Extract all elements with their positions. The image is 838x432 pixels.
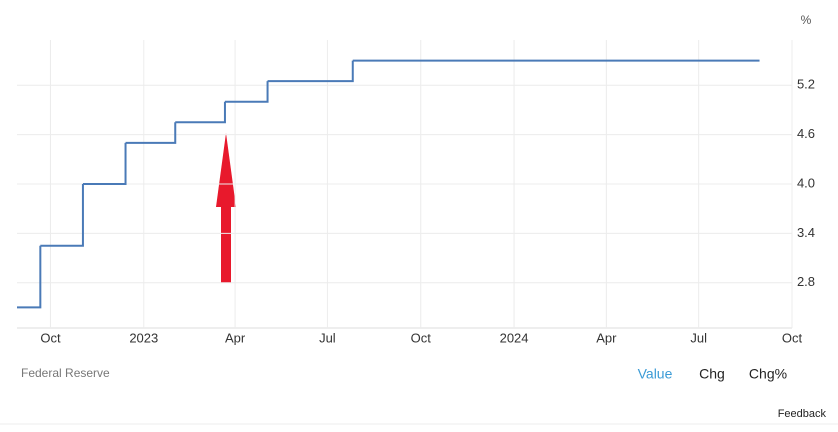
x-tick-label: 2023 <box>129 330 158 345</box>
source: Federal Reserve <box>21 366 110 380</box>
control-chgpct[interactable]: Chg% <box>749 366 787 382</box>
x-tick-label: Oct <box>782 330 803 345</box>
y-tick-label: 4.0 <box>797 175 815 190</box>
annotation-arrow <box>216 133 236 283</box>
step-segment <box>267 60 354 83</box>
step-segment <box>82 142 127 185</box>
feedback[interactable]: Feedback <box>778 408 827 420</box>
step-segment <box>175 101 226 124</box>
y-unit: % <box>801 13 812 27</box>
control-chg[interactable]: Chg <box>699 366 725 382</box>
step-segment <box>40 184 84 247</box>
step-segment <box>125 122 177 144</box>
x-tick-label: Apr <box>225 330 246 345</box>
x-tick-label: Jul <box>319 330 336 345</box>
x-tick-label: Oct <box>40 330 61 345</box>
y-tick-label: 4.6 <box>797 126 815 141</box>
y-tick-label: 5.2 <box>797 77 815 92</box>
y-tick-label: 3.4 <box>797 225 815 240</box>
x-tick-label: 2024 <box>500 330 529 345</box>
x-tick-label: Jul <box>690 330 707 345</box>
step-segment <box>17 245 42 309</box>
step-segment <box>224 81 269 103</box>
x-tick-label: Oct <box>411 330 432 345</box>
x-tick-label: Apr <box>596 330 617 345</box>
y-tick-label: 2.8 <box>797 274 815 289</box>
control-value[interactable]: Value <box>638 366 673 382</box>
